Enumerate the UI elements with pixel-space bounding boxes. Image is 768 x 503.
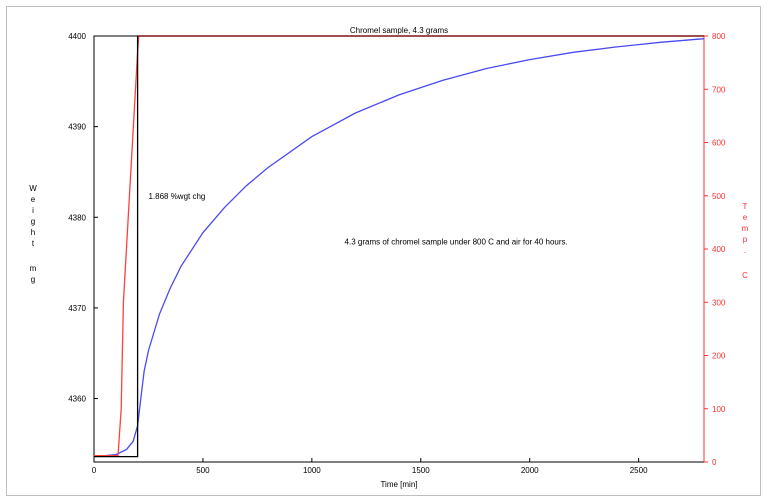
y-left-tick-label: 4360 [68,395,86,404]
series-layer [93,35,705,458]
y-right-tick-label: 100 [712,405,726,414]
label-layer: 1.868 %wgt chg 4.3 grams of chromel sampl… [29,184,748,284]
x-axis-label: Time [min] [380,480,417,489]
right-axis-ticks: 0 100 200 300 400 500 600 700 800 [703,32,726,467]
plot-area [93,35,705,463]
y-right-tick-label: 700 [712,85,726,94]
y-right-tick-label: 800 [712,32,726,41]
annotation-2: 4.3 grams of chromel sample under 800 C … [345,237,568,246]
annotation-1: 1.868 %wgt chg [148,192,205,201]
x-tick-label: 0 [92,466,97,475]
y-right-tick-label: 400 [712,245,726,254]
y-right-tick-label: 600 [712,139,726,148]
y-right-tick-label: 300 [712,298,726,307]
y-right-tick-label: 0 [712,458,717,467]
y-left-tick-label: 4390 [68,123,86,132]
x-tick-label: 1500 [412,466,430,475]
chart-title: Chromel sample, 4.3 grams [350,26,448,35]
chart-frame [6,6,761,496]
y-left-tick-label: 4380 [68,213,86,222]
y-left-tick-label: 4370 [68,304,86,313]
x-tick-label: 1000 [303,466,321,475]
y-left-tick-label: 4400 [68,32,86,41]
series-line-1 [93,38,705,458]
x-tick-label: 500 [196,466,210,475]
x-tick-label: 2000 [521,466,539,475]
left-axis-ticks: 4360 4370 4380 4390 4400 [68,32,98,404]
y-right-tick-label: 500 [712,192,726,201]
y-right-tick-label: 200 [712,352,726,361]
x-axis-ticks: 0 500 1000 1500 2000 2500 [92,458,648,475]
x-tick-label: 2500 [630,466,648,475]
